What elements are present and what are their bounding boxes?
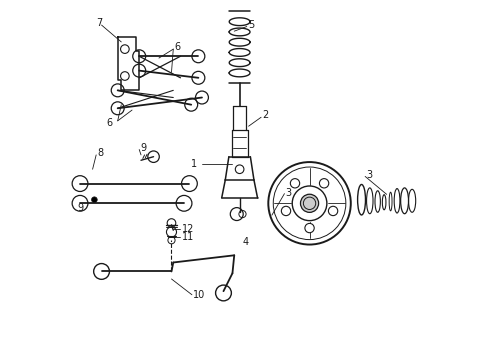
Circle shape [291, 179, 300, 188]
Text: 7: 7 [96, 18, 102, 28]
Text: 2: 2 [262, 110, 269, 120]
Text: 11: 11 [181, 232, 194, 242]
Circle shape [305, 224, 314, 233]
Circle shape [300, 194, 318, 212]
Text: 1: 1 [191, 159, 196, 169]
Text: 4: 4 [243, 237, 248, 247]
Circle shape [281, 206, 291, 216]
Text: 12: 12 [181, 225, 194, 234]
Text: 9: 9 [77, 203, 83, 213]
Circle shape [319, 179, 329, 188]
Circle shape [328, 206, 338, 216]
Text: 3: 3 [366, 170, 372, 180]
Text: 6: 6 [174, 42, 180, 51]
Circle shape [92, 197, 97, 203]
Text: 10: 10 [193, 291, 205, 301]
Text: 3: 3 [286, 188, 292, 198]
Text: 9: 9 [140, 143, 147, 153]
Text: 6: 6 [106, 118, 112, 128]
Text: 8: 8 [97, 148, 103, 158]
Text: 5: 5 [248, 20, 254, 30]
